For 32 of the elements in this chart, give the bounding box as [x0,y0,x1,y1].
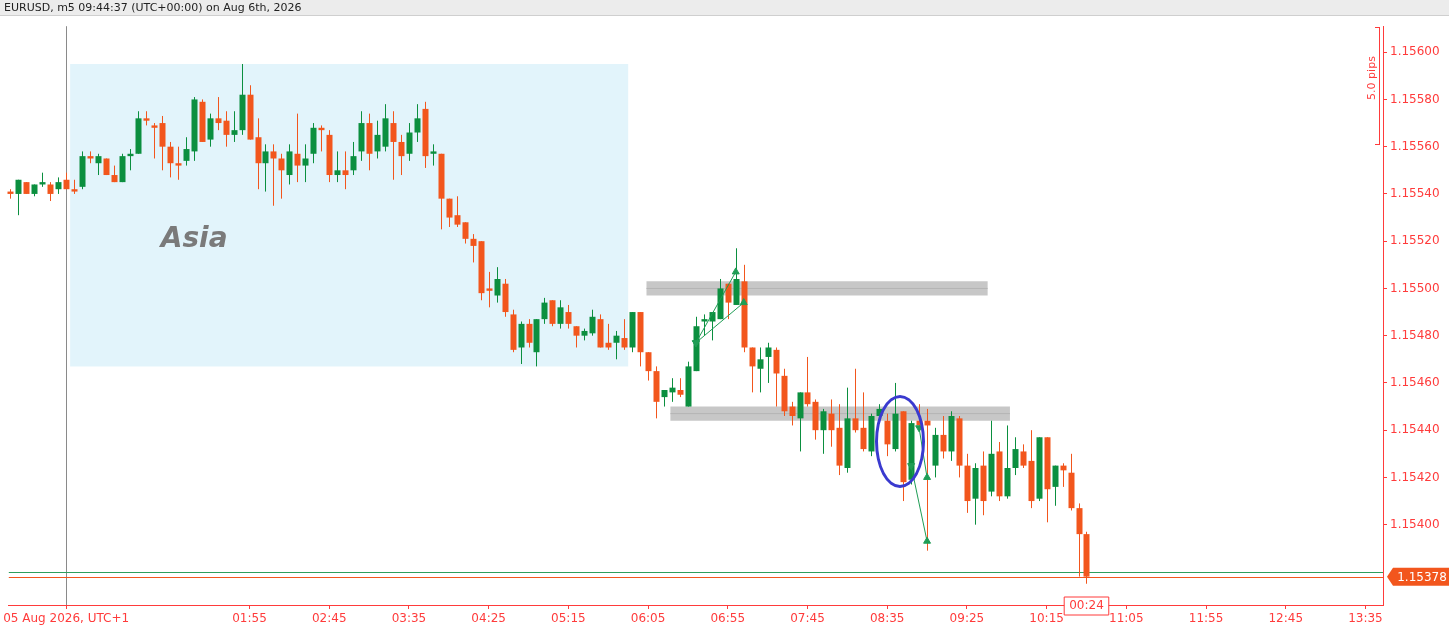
band-label: Asia [158,221,228,255]
x-tick-label: 03:35 [391,611,427,626]
chart-title: EURUSD, m5 09:44:37 (UTC+00:00) on Aug 6th, 2026 [0,0,1449,16]
annotation: 00:24 [1069,598,1104,613]
y-tick-label: 1.15480 [1390,327,1440,342]
x-tick-label: 12:45 [1268,611,1304,626]
x-tick-label: 11:05 [1109,611,1144,626]
annotation: 5.0 pips [1364,55,1378,100]
ref-line-label: 1.15378 [1397,569,1447,584]
x-tick-label: 01:55 [232,611,267,626]
y-tick-label: 1.15400 [1390,516,1440,531]
x-tick-label: 13:35 [1348,611,1383,626]
y-tick-label: 1.15440 [1390,422,1440,437]
y-tick-label: 1.15520 [1390,233,1440,248]
y-tick-label: 1.15500 [1390,280,1440,295]
y-tick-label: 1.15420 [1390,469,1440,484]
x-tick-label: 04:25 [471,611,506,626]
x-tick-label: 05 Aug 2026, UTC+1 [3,611,130,626]
y-tick-label: 1.15540 [1390,186,1440,201]
y-tick-label: 1.15600 [1390,44,1440,59]
y-tick-label: 1.15560 [1390,138,1440,153]
x-tick-label: 06:55 [710,611,746,626]
x-tick-label: 06:05 [630,611,666,626]
y-tick-label: 1.15460 [1390,375,1440,390]
x-tick-label: 08:35 [869,611,905,626]
x-tick-label: 05:15 [551,611,586,626]
y-tick-label: 1.15580 [1390,91,1440,106]
x-tick-label: 10:15 [1029,611,1064,626]
x-tick-label: 02:45 [311,611,347,626]
x-tick-label: 11:55 [1188,611,1224,626]
x-tick-label: 09:25 [949,611,985,626]
x-tick-label: 07:45 [790,611,825,626]
